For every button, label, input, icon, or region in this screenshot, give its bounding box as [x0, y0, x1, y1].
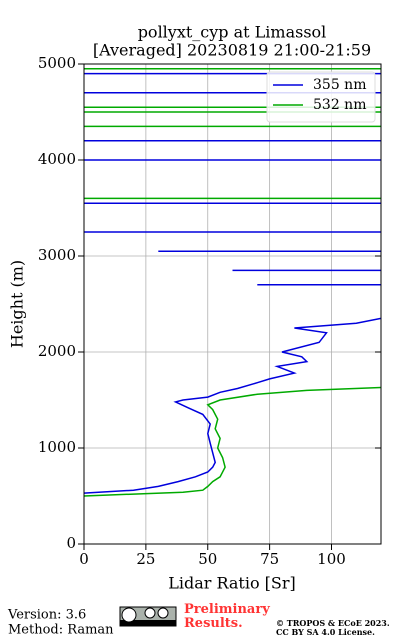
y-tick-label: 5000: [38, 54, 76, 72]
cc-badge: [119, 606, 177, 627]
y-tick-label: 0: [66, 534, 76, 552]
x-tick-label: 50: [198, 550, 217, 568]
y-tick-label: 2000: [38, 342, 76, 360]
x-tick-label: 25: [136, 550, 155, 568]
y-tick-label: 4000: [38, 150, 76, 168]
series-line: [84, 68, 381, 497]
version: Version: 3.6: [7, 608, 86, 623]
y-tick-label: 3000: [38, 246, 76, 264]
plot-frame: [83, 63, 382, 545]
chart-title: pollyxt_cyp at Limassol: [138, 23, 327, 42]
x-tick-label: 75: [260, 550, 279, 568]
x-tick-label: 0: [79, 550, 89, 568]
method: Method: Raman: [8, 623, 114, 638]
copyright: © TROPOS & ECoE 2023.: [276, 618, 390, 628]
legend-label: 532 nm: [313, 97, 366, 113]
preliminary: Preliminary Results.: [184, 602, 270, 631]
x-axis-label: Lidar Ratio [Sr]: [168, 574, 296, 593]
chart-subtitle: [Averaged] 20230819 21:00-21:59: [93, 41, 371, 60]
license: CC BY SA 4.0 License.: [276, 627, 375, 637]
y-axis-label: Height (m): [8, 260, 27, 348]
legend-label: 355 nm: [313, 77, 366, 93]
series-line: [84, 72, 381, 494]
y-tick-label: 1000: [38, 438, 76, 456]
x-tick-label: 100: [317, 550, 346, 568]
